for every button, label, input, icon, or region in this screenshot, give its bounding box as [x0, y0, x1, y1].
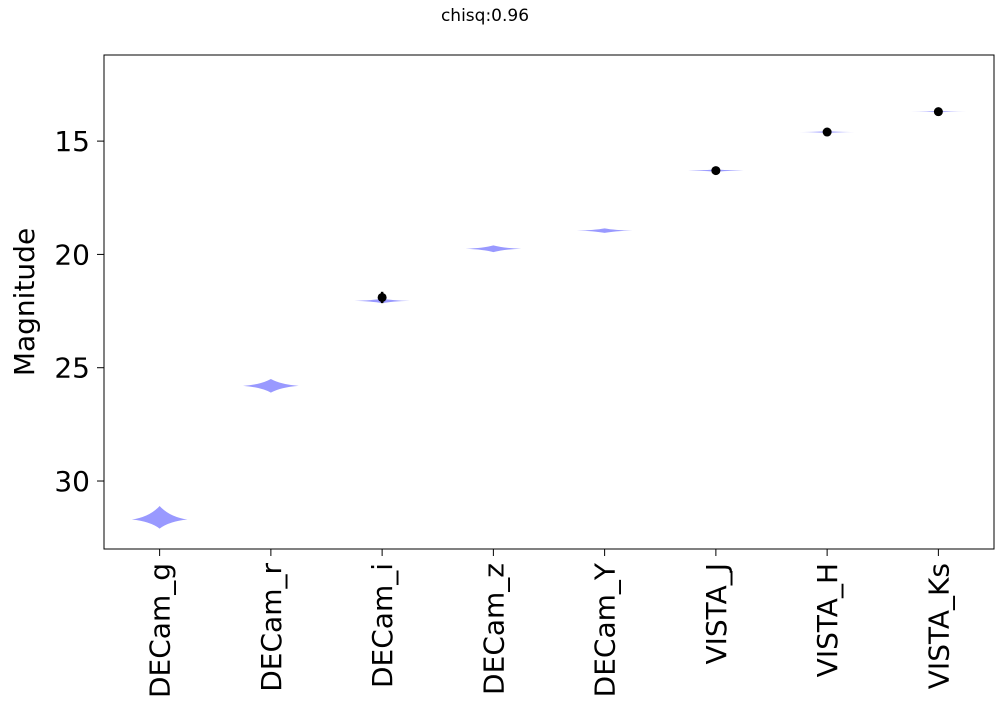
- violin-DECam_g: [131, 505, 188, 529]
- violin-DECam_Y: [576, 228, 633, 233]
- x-tick-label-VISTA_Ks: VISTA_Ks: [922, 563, 955, 689]
- y-tick-label-15: 15: [54, 125, 90, 158]
- point-VISTA_J: [711, 166, 721, 176]
- violin-DECam_z: [465, 245, 522, 253]
- violin-DECam_r: [243, 379, 299, 393]
- point-VISTA_H: [822, 127, 832, 137]
- x-tick-label-DECam_z: DECam_z: [477, 563, 510, 695]
- x-tick-label-VISTA_H: VISTA_H: [811, 563, 844, 677]
- y-axis-label: Magnitude: [8, 228, 41, 376]
- point-VISTA_Ks: [933, 107, 943, 117]
- violins-group: [131, 110, 967, 529]
- y-tick-label-30: 30: [54, 465, 90, 498]
- x-tick-label-DECam_r: DECam_r: [255, 563, 288, 692]
- x-axis: DECam_g DECam_r DECam_i DECam_z DECam_Y VISTA…: [144, 549, 955, 698]
- x-tick-label-DECam_Y: DECam_Y: [589, 562, 622, 697]
- plot-frame: [103, 54, 995, 550]
- points-group: [377, 107, 943, 304]
- y-tick-label-25: 25: [54, 352, 90, 385]
- y-tick-label-20: 20: [54, 238, 90, 271]
- point-DECam_i: [377, 292, 387, 302]
- y-axis: 15 20 25 30: [54, 125, 104, 498]
- chart-title: chisq:0.96: [441, 6, 529, 26]
- x-tick-label-DECam_g: DECam_g: [144, 563, 177, 698]
- x-tick-label-VISTA_J: VISTA_J: [700, 563, 733, 665]
- x-tick-label-DECam_i: DECam_i: [366, 563, 399, 688]
